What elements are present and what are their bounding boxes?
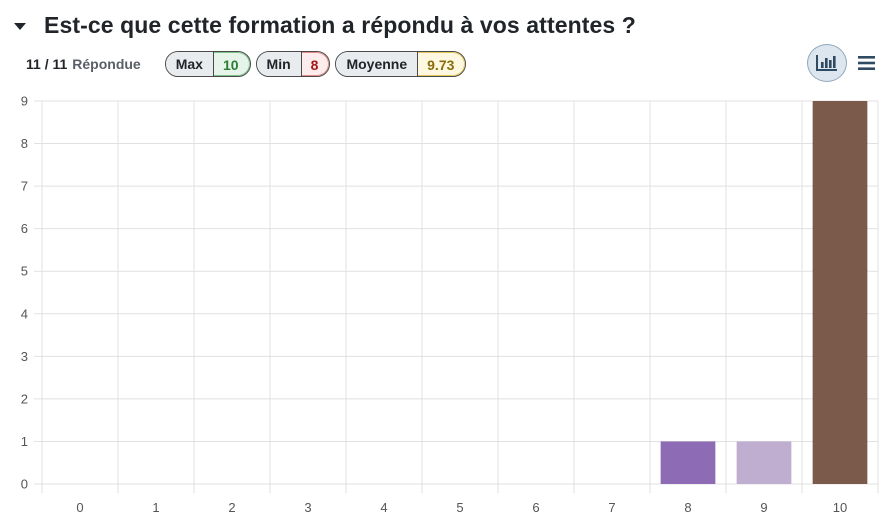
x-tick-label: 0	[76, 500, 83, 515]
average-badge: Moyenne 9.73	[335, 51, 467, 77]
y-tick-label: 1	[21, 434, 28, 449]
bar-chart: 0 1 2 3 4 5 6 7 8 9 0 1 2 3 4 5 6 7 8 9 10	[21, 94, 879, 516]
y-tick-label: 5	[21, 264, 28, 279]
y-tick-label: 6	[21, 221, 28, 236]
stats-row: 11 / 11 Répondue Max 10 Min 8 Moyenne 9.…	[26, 51, 471, 77]
x-tick-label: 8	[684, 500, 691, 515]
x-tick-label: 6	[532, 500, 539, 515]
view-toolbar	[807, 44, 877, 82]
min-badge: Min 8	[255, 51, 331, 77]
min-value: 8	[301, 52, 330, 76]
max-badge: Max 10	[164, 51, 251, 77]
chart-labels: 0 1 2 3 4 5 6 7 8 9 0 1 2 3 4 5 6 7 8 9 10	[21, 94, 847, 516]
bar-8	[660, 441, 716, 484]
chart-grid	[34, 100, 879, 493]
question-header: Est-ce que cette formation a répondu à v…	[14, 8, 636, 42]
x-tick-label: 10	[833, 500, 847, 515]
min-label: Min	[256, 52, 302, 76]
y-tick-label: 2	[21, 391, 28, 406]
chart-bars	[660, 101, 868, 484]
average-label: Moyenne	[336, 52, 419, 76]
graph-view-button[interactable]	[807, 44, 847, 82]
x-tick-label: 3	[304, 500, 311, 515]
y-tick-label: 0	[21, 477, 28, 492]
question-title: Est-ce que cette formation a répondu à v…	[44, 11, 636, 38]
answered-count: 11 / 11	[26, 56, 68, 72]
bar-9	[736, 441, 792, 484]
max-label: Max	[165, 52, 214, 76]
y-tick-label: 4	[21, 306, 28, 321]
bar-10	[812, 101, 868, 484]
y-tick-label: 3	[21, 349, 28, 364]
bar-chart-icon	[816, 55, 837, 71]
x-tick-label: 4	[380, 500, 387, 515]
y-tick-label: 9	[21, 94, 28, 109]
x-tick-label: 7	[608, 500, 615, 515]
x-tick-label: 9	[760, 500, 767, 515]
x-tick-label: 5	[456, 500, 463, 515]
x-tick-label: 2	[228, 500, 235, 515]
x-tick-label: 1	[152, 500, 159, 515]
max-value: 10	[213, 52, 250, 76]
y-tick-label: 8	[21, 136, 28, 151]
list-icon	[857, 56, 875, 70]
collapse-caret-icon[interactable]	[14, 23, 26, 30]
list-view-button[interactable]	[855, 52, 877, 74]
answered-label: Répondue	[72, 56, 141, 72]
y-tick-label: 7	[21, 179, 28, 194]
average-value: 9.73	[418, 52, 466, 76]
